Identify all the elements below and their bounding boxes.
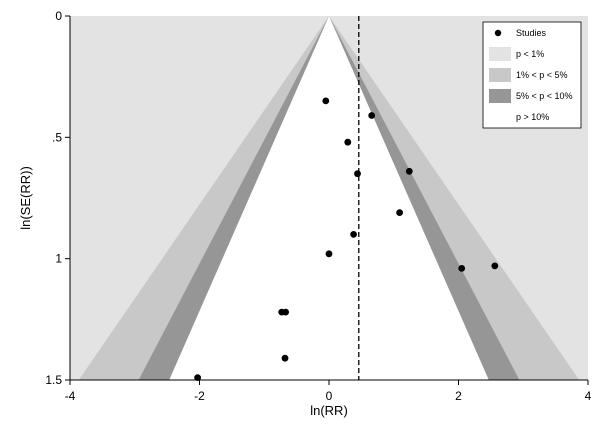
legend-swatch-p5_10: [489, 89, 511, 103]
x-axis-title: ln(RR): [310, 403, 348, 418]
study-point: [354, 170, 361, 178]
study-point: [396, 209, 403, 217]
study-points: [194, 97, 499, 381]
study-point: [491, 262, 499, 270]
x-tick-label: -2: [194, 389, 205, 403]
study-point: [194, 374, 202, 381]
legend-label-p1: p < 1%: [516, 49, 544, 59]
y-tick-label: 0: [55, 9, 62, 23]
x-tick-label: 0: [326, 389, 333, 403]
legend-label-p5_10: 5% < p < 10%: [516, 91, 573, 101]
legend-swatch-p1: [489, 47, 511, 61]
legend-label-p10: p > 10%: [516, 112, 549, 122]
legend-swatch-p1_5: [489, 68, 511, 82]
legend: Studies p < 1% 1% < p < 5% 5% < p < 10% p > …: [482, 21, 582, 129]
y-axis-title: ln(SE(RR)): [18, 166, 33, 230]
legend-label-studies: Studies: [516, 28, 547, 38]
study-point: [350, 231, 357, 238]
contour-p10: [169, 16, 489, 380]
x-tick-label: -4: [65, 389, 76, 403]
study-point: [281, 354, 289, 362]
x-tick-label: 2: [455, 389, 462, 403]
study-point: [458, 265, 466, 272]
study-point: [325, 250, 333, 258]
axes: -4 -2 0 2 4 0 .5 1 1.5: [45, 9, 591, 403]
significance-contours: [78, 16, 580, 380]
study-point: [322, 97, 330, 105]
legend-swatch-studies: [494, 29, 502, 37]
study-point: [405, 167, 413, 175]
study-point: [344, 138, 352, 146]
y-tick-label: .5: [52, 130, 62, 144]
x-tick-label: 4: [585, 389, 592, 403]
legend-label-p1_5: 1% < p < 5%: [516, 70, 568, 80]
y-tick-label: 1: [55, 252, 62, 266]
study-point: [282, 308, 289, 316]
y-tick-label: 1.5: [45, 373, 62, 387]
study-point: [368, 112, 376, 119]
